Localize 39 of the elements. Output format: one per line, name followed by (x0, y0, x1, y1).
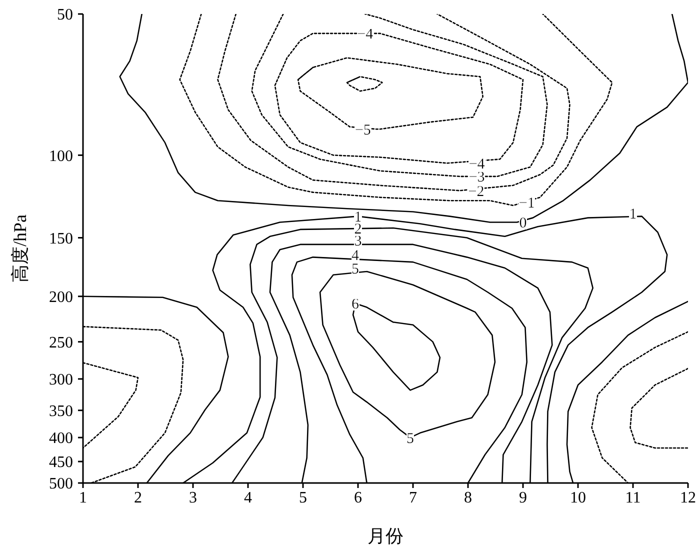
x-tick-label: 12 (680, 489, 696, 506)
x-tick-label: 6 (354, 489, 362, 506)
y-tick-label: 100 (49, 148, 73, 165)
y-axis-title: 高度/hPa (10, 214, 30, 283)
x-tick-label: 4 (244, 489, 252, 506)
annotation: 5 (406, 430, 414, 447)
x-tick-label: 3 (189, 489, 197, 506)
x-tick-label: 5 (299, 489, 307, 506)
annotation: 0 (519, 216, 527, 232)
line-series (179, 14, 613, 206)
x-tick-label: 7 (409, 489, 417, 506)
y-tick-label: 300 (49, 372, 73, 389)
x-tick-label: 1 (79, 489, 87, 506)
line-series (630, 368, 688, 449)
x-axis-title: 月份 (368, 526, 404, 546)
x-tick-label: 2 (134, 489, 142, 506)
annotation: 5 (352, 261, 359, 278)
y-tick-label: 50 (57, 6, 73, 24)
annotation: −4 (468, 156, 486, 172)
x-tick-label: 11 (625, 489, 641, 506)
annotation: −1 (518, 196, 535, 212)
annotation: −5 (354, 122, 371, 138)
y-tick-label: 500 (49, 476, 73, 493)
x-tick-label: 10 (570, 489, 586, 506)
y-tick-label: 350 (49, 403, 73, 420)
line-series (346, 76, 383, 92)
y-tick-label: 400 (49, 430, 73, 448)
y-tick-label: 250 (49, 334, 73, 352)
annotation: 4 (352, 248, 360, 264)
x-tick-label: 9 (519, 489, 527, 506)
x-tick-label: 8 (464, 489, 472, 506)
y-tick-label: 150 (49, 230, 73, 248)
annotation: −2 (468, 184, 484, 200)
y-tick-label: 200 (49, 289, 73, 306)
annotation: −4 (357, 26, 374, 43)
annotation: 2 (354, 221, 362, 238)
y-tick-label: 450 (49, 454, 73, 472)
annotation: 6 (352, 296, 360, 313)
annotation: 1 (629, 206, 637, 223)
